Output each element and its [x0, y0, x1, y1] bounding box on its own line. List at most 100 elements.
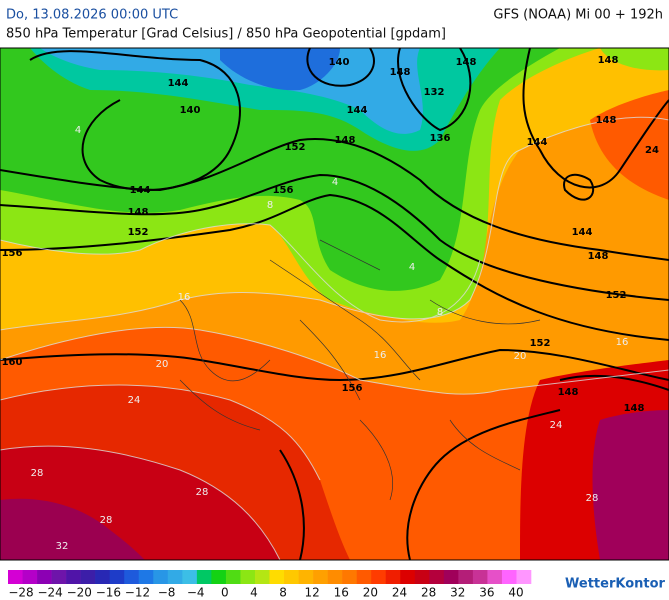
- contour: [0, 138, 669, 261]
- colorbar-swatch: [124, 570, 140, 584]
- colorbar-label: 40: [508, 586, 523, 600]
- colorbar-swatch: [37, 570, 52, 584]
- colorbar-swatch: [138, 570, 154, 584]
- contour: [563, 173, 595, 201]
- subtitle: 850 hPa Temperatur [Grad Celsius] / 850 …: [6, 27, 446, 42]
- temperature-label: 16: [616, 337, 629, 348]
- colorbar-swatch: [298, 570, 314, 584]
- geopotential-label: 144: [130, 185, 151, 196]
- geopotential-label: 156: [273, 185, 294, 196]
- fill-darkblue: [220, 48, 340, 91]
- temperature-label: 8: [267, 200, 273, 211]
- geopotential-label: 148: [128, 207, 149, 218]
- geopotential-label: 148: [335, 135, 356, 146]
- colorbar-swatch: [284, 570, 299, 584]
- fill-east-purple: [592, 410, 669, 560]
- isotherm: [0, 384, 321, 481]
- colorbar-label: 4: [250, 586, 258, 600]
- geopotential-label: 152: [128, 227, 149, 238]
- temperature-label: 24: [550, 420, 563, 431]
- temperature-label: 28: [586, 493, 599, 504]
- colorbar-label: 0: [221, 586, 229, 600]
- geopotential-label: 140: [180, 105, 201, 116]
- temperature-contours: [0, 116, 669, 560]
- colorbar-swatch: [371, 570, 387, 584]
- colorbar-swatch: [385, 570, 401, 584]
- geopotential-label: 140: [329, 57, 350, 68]
- colorbar: −28 −24 −20 −16 −12 −8 −4 0 4 8 12 16 20 24 28 32 36 40: [8, 570, 532, 600]
- temperature-label: 16: [178, 292, 191, 303]
- temperature-label: 20: [156, 359, 169, 370]
- colorbar-label: −28: [8, 586, 33, 600]
- geopotential-label: 132: [424, 87, 445, 98]
- geopotential-label: 156: [2, 248, 23, 259]
- geopotential-label: 160: [2, 357, 23, 368]
- colorbar-swatch: [458, 570, 474, 584]
- fill-ne-green: [600, 48, 669, 71]
- colorbar-label: 20: [363, 586, 378, 600]
- colorbar-swatch: [182, 570, 198, 584]
- contour: [279, 449, 305, 560]
- contour: [0, 173, 669, 301]
- contour: [0, 348, 669, 382]
- colorbar-swatch: [487, 570, 503, 584]
- colorbar-swatch: [356, 570, 372, 584]
- colorbar-swatch: [443, 570, 459, 584]
- contour: [0, 193, 669, 341]
- datetime: Do, 13.08.2026 00:00 UTC: [6, 8, 178, 23]
- colorbar-swatch: [516, 570, 532, 584]
- contour: [306, 48, 375, 87]
- geopotential-label: 148: [588, 251, 609, 262]
- colorbar-swatch: [196, 570, 212, 584]
- isotherm: [0, 116, 669, 331]
- border-lines: [179, 239, 541, 501]
- colorbar-swatch: [51, 570, 67, 584]
- brand: WetterKontor: [565, 577, 666, 592]
- temperature-label: 24: [128, 395, 141, 406]
- isotherm: [0, 223, 481, 323]
- isotherm: [0, 326, 669, 395]
- contour: [522, 48, 669, 189]
- colorbar-label: 16: [334, 586, 349, 600]
- borders: [179, 239, 541, 501]
- colorbar-swatch: [501, 570, 517, 584]
- colorbar-swatch: [109, 570, 125, 584]
- colorbar-label: −20: [67, 586, 92, 600]
- geopotential-label: 152: [530, 338, 551, 349]
- colorbar-label: −4: [187, 586, 205, 600]
- geopotential-label: 144: [347, 105, 368, 116]
- colorbar-swatch: [254, 570, 270, 584]
- temperature-label: 8: [437, 307, 443, 318]
- geopotential-label: 152: [606, 290, 627, 301]
- colorbar-swatch: [414, 570, 430, 584]
- contour: [397, 48, 472, 132]
- geopotential-contours: [0, 48, 669, 560]
- colorbar-swatch: [225, 570, 241, 584]
- temperature-label: 4: [75, 125, 81, 136]
- colorbar-swatch: [342, 570, 357, 584]
- contour: [406, 409, 561, 560]
- colorbar-swatch: [66, 570, 81, 584]
- colorbar-swatch: [400, 570, 416, 584]
- geopotential-label: 152: [285, 142, 306, 153]
- temperature-label: 4: [332, 177, 338, 188]
- map-frame: [0, 47, 669, 561]
- geopotential-label: 148: [390, 67, 411, 78]
- temperature-label: 4: [409, 262, 415, 273]
- geopotential-label: 148: [456, 57, 477, 68]
- colorbar-swatch: [327, 570, 343, 584]
- colorbar-swatch: [167, 570, 183, 584]
- colorbar-swatch: [211, 570, 227, 584]
- colorbar-swatch: [80, 570, 96, 584]
- colorbar-swatch: [313, 570, 328, 584]
- colorbar-label: −12: [125, 586, 150, 600]
- colorbar-label: −24: [37, 586, 62, 600]
- geopotential-label: 148: [558, 387, 579, 398]
- geopotential-label: 24: [645, 145, 659, 156]
- temperature-label: 28: [100, 515, 113, 526]
- colorbar-label: 32: [450, 586, 465, 600]
- colorbar-label: 24: [392, 586, 407, 600]
- colorbar-label: 28: [421, 586, 436, 600]
- geopotential-label: 156: [342, 383, 363, 394]
